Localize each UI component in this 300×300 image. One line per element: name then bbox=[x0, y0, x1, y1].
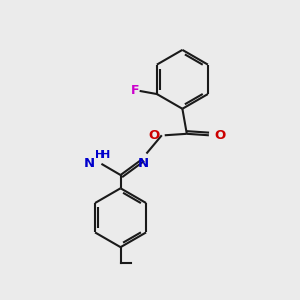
Text: N: N bbox=[138, 158, 149, 170]
Text: H: H bbox=[95, 150, 105, 160]
Text: F: F bbox=[131, 84, 139, 97]
Text: O: O bbox=[148, 129, 159, 142]
Text: O: O bbox=[214, 129, 225, 142]
Text: N: N bbox=[84, 157, 95, 170]
Text: H: H bbox=[101, 150, 110, 160]
